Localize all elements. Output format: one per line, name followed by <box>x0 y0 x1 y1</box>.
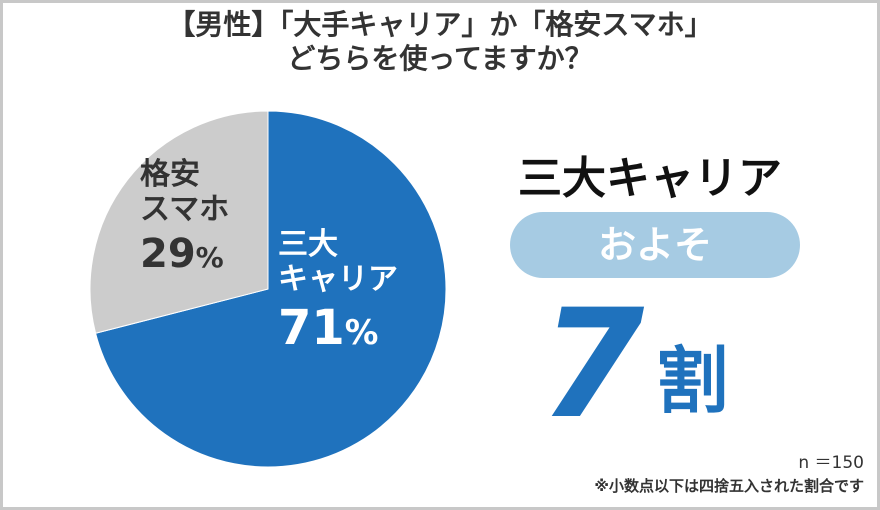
slice-percent-budget-value: 29 <box>140 231 196 277</box>
summary-headline: 三大キャリア <box>518 153 782 204</box>
pie-slice-major-carrier <box>94 110 447 468</box>
slice-percent-major-value: 71 <box>278 300 345 356</box>
slice-percent-major: 71% <box>278 300 398 356</box>
summary-ratio-number: 7 <box>540 278 645 452</box>
title-line-1: 【男性】「大手キャリア」か「格安スマホ」 <box>167 8 713 41</box>
summary-pill: およそ <box>510 212 800 278</box>
title-line-2: どちらを使ってますか？ <box>287 42 593 75</box>
slice-percent-budget-unit: % <box>195 241 224 274</box>
slice-label-major-line-1: 三大 <box>278 227 338 262</box>
slice-label-major-carrier: 三大 キャリア 71% <box>278 227 398 356</box>
footnote: n ＝150 ※小数点以下は四捨五入された割合です <box>594 448 864 496</box>
chart-title: 【男性】「大手キャリア」か「格安スマホ」 どちらを使ってますか？ <box>0 8 880 76</box>
slice-percent-major-unit: % <box>344 313 379 352</box>
slice-percent-budget: 29% <box>140 231 229 277</box>
rounding-note: ※小数点以下は四捨五入された割合です <box>594 477 864 495</box>
slice-label-budget-phone: 格安 スマホ 29% <box>140 157 230 277</box>
summary-ratio-unit: 割 <box>656 339 729 423</box>
slice-label-major-line-2: キャリア <box>278 261 398 297</box>
sample-size: n ＝150 <box>798 453 864 473</box>
slice-label-budget-line-2: スマホ <box>140 191 230 227</box>
slice-label-budget-line-1: 格安 <box>140 157 200 192</box>
pie-slice-budget-phone <box>89 110 269 334</box>
